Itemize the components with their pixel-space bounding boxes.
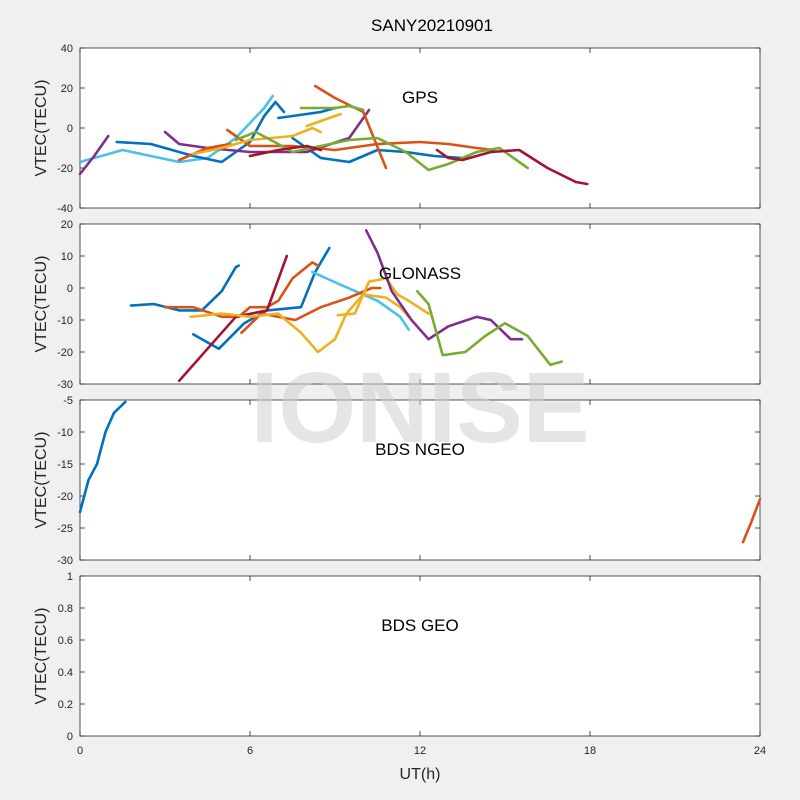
- x-tick-label: 12: [414, 745, 426, 757]
- series-line-8: [177, 142, 232, 162]
- series-line-9: [415, 289, 563, 367]
- y-tick-label: 0.8: [58, 603, 73, 615]
- y-tick-label: 10: [61, 251, 73, 263]
- x-tick-label: 6: [247, 745, 253, 757]
- series-line-9: [192, 126, 323, 156]
- series-line-5: [163, 108, 371, 154]
- panel-label: BDS NGEO: [375, 440, 465, 459]
- plot-area: [79, 47, 761, 209]
- panel-label: GLONASS: [379, 264, 461, 283]
- x-tick-label: 24: [754, 745, 766, 757]
- y-tick-label: -10: [57, 315, 73, 327]
- x-axis-label: UT(h): [400, 766, 441, 783]
- y-tick-label: -5: [63, 395, 73, 407]
- y-tick-label: 0: [67, 283, 73, 295]
- plot-area: [79, 399, 761, 561]
- y-tick-label: -15: [57, 459, 73, 471]
- series-line-4: [240, 286, 382, 335]
- series-line-12: [299, 104, 365, 112]
- y-tick-label: -20: [57, 491, 73, 503]
- y-tick-label: 0.6: [58, 635, 73, 647]
- series-line-0: [78, 400, 127, 514]
- panels: -40-2002040GPSVTEC(TECU)-30-20-1001020GL…: [33, 43, 766, 757]
- chart-title: SANY20210901: [371, 16, 493, 35]
- series-line-5: [177, 254, 289, 383]
- series-line-8: [364, 229, 524, 341]
- y-tick-label: -30: [57, 379, 73, 391]
- x-tick-label: 18: [584, 745, 596, 757]
- series-line-13: [248, 144, 323, 158]
- y-tick-label: -10: [57, 427, 73, 439]
- y-axis-label: VTEC(TECU): [33, 432, 50, 529]
- series-line-3: [163, 261, 320, 319]
- y-tick-label: -25: [57, 523, 73, 535]
- watermark: IONISE: [251, 352, 590, 464]
- panel-label: GPS: [402, 88, 438, 107]
- series-line-4: [78, 134, 110, 176]
- y-tick-label: 0: [67, 731, 73, 743]
- series-line-6: [189, 293, 410, 354]
- plot-area: [79, 223, 761, 385]
- series-line-10: [305, 112, 342, 128]
- panel-2: -30 -25 -20 -15 -10 -5 BDS NGEO VTEC(TECU): [33, 395, 762, 567]
- y-tick-label: 0.4: [58, 667, 73, 679]
- panel-0: -40 -20 0 20 40 GPS VTEC(TECU): [33, 43, 761, 215]
- y-tick-label: 0: [67, 123, 73, 135]
- panel-label: BDS GEO: [381, 616, 458, 635]
- y-tick-label: 20: [61, 219, 73, 231]
- series-line-11: [234, 130, 529, 172]
- y-axis-label: VTEC(TECU): [33, 256, 50, 353]
- y-tick-label: -20: [57, 163, 73, 175]
- panel-1: -30 -20 -10 0 10 20 GLONASS VTEC(TECU): [33, 219, 761, 391]
- y-tick-label: 0.2: [58, 699, 73, 711]
- series-line-1: [115, 100, 286, 164]
- y-tick-label: -30: [57, 555, 73, 567]
- series-line-1: [741, 497, 762, 544]
- y-tick-label: -40: [57, 203, 73, 215]
- series-line-2: [311, 270, 410, 331]
- y-tick-label: 40: [61, 43, 73, 55]
- y-tick-label: 20: [61, 83, 73, 95]
- panel-3: 0 0.2 0.4 0.6 0.8 1 0 6 12 18 24 BDS GEO VTEC(TECU): [33, 571, 766, 757]
- x-tick-label: 0: [77, 745, 83, 757]
- y-tick-label: 1: [67, 571, 73, 583]
- series-line-14: [435, 148, 589, 186]
- y-axis-label: VTEC(TECU): [33, 80, 50, 177]
- plot-area: [79, 575, 761, 737]
- y-tick-label: -20: [57, 347, 73, 359]
- y-axis-label: VTEC(TECU): [33, 608, 50, 705]
- series-line-2: [277, 106, 337, 120]
